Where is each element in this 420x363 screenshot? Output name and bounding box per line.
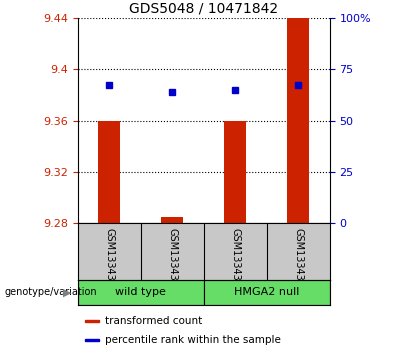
Bar xyxy=(85,339,99,341)
Bar xyxy=(85,319,99,322)
Title: GDS5048 / 10471842: GDS5048 / 10471842 xyxy=(129,1,278,16)
Bar xyxy=(204,280,330,305)
Text: ▶: ▶ xyxy=(63,287,71,297)
Text: GSM1334376: GSM1334376 xyxy=(167,228,177,293)
Bar xyxy=(78,280,204,305)
Text: wild type: wild type xyxy=(115,287,166,297)
Bar xyxy=(287,18,309,223)
Text: transformed count: transformed count xyxy=(105,316,203,326)
Bar xyxy=(224,121,246,223)
Text: genotype/variation: genotype/variation xyxy=(4,287,97,297)
Bar xyxy=(161,217,183,223)
Text: percentile rank within the sample: percentile rank within the sample xyxy=(105,335,281,345)
Text: GSM1334375: GSM1334375 xyxy=(104,228,114,293)
Text: GSM1334378: GSM1334378 xyxy=(293,228,303,293)
Text: HMGA2 null: HMGA2 null xyxy=(234,287,299,297)
Text: GSM1334377: GSM1334377 xyxy=(230,228,240,293)
Bar xyxy=(98,121,120,223)
